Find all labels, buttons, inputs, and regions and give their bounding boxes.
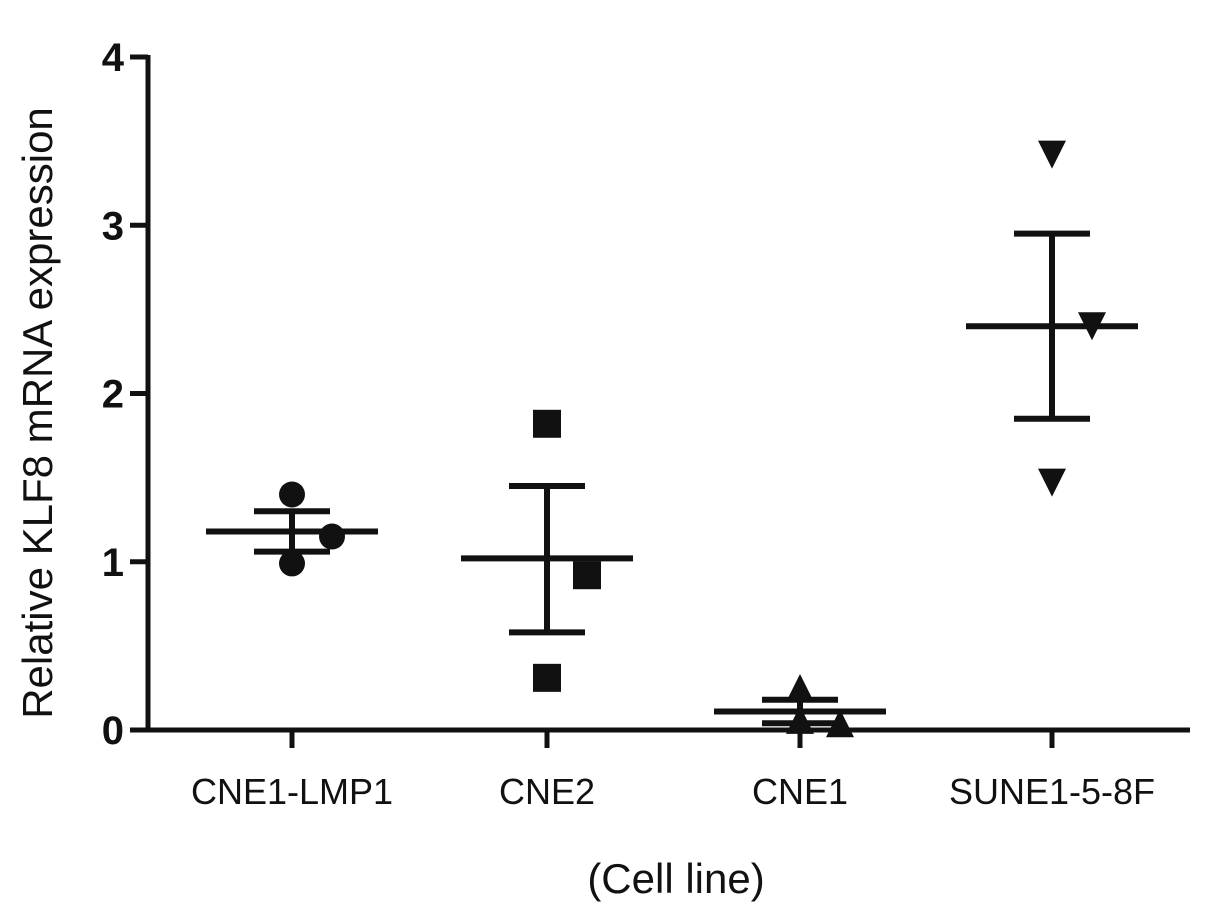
x-axis-title: (Cell line) — [587, 855, 764, 902]
data-point — [786, 705, 814, 734]
data-point — [826, 709, 854, 738]
group-cne1 — [714, 673, 886, 738]
y-tick-label: 2 — [102, 373, 124, 417]
y-axis: 0 1 2 3 4 — [102, 36, 151, 753]
x-tick-label: CNE1 — [752, 771, 848, 812]
data-point — [279, 550, 305, 577]
data-point — [786, 673, 814, 702]
data-point — [279, 481, 305, 508]
y-tick-label: 0 — [102, 709, 124, 753]
group-cne1-lmp1 — [206, 481, 378, 577]
y-tick-label: 4 — [102, 36, 125, 80]
y-axis-title: Relative KLF8 mRNA expression — [14, 107, 61, 719]
data-point — [573, 561, 601, 590]
data-point — [1038, 468, 1066, 497]
data-point — [1038, 140, 1066, 169]
data-point — [533, 409, 561, 438]
data-point — [533, 663, 561, 692]
group-sune1-5-8f — [966, 140, 1138, 497]
y-tick-label: 1 — [102, 541, 124, 585]
group-cne2 — [461, 409, 633, 692]
data-point — [1078, 312, 1106, 341]
x-tick-label: CNE1-LMP1 — [191, 771, 393, 812]
data-point — [319, 523, 345, 550]
data-groups — [206, 140, 1138, 738]
y-tick-label: 3 — [102, 204, 124, 248]
x-axis: CNE1-LMP1 CNE2 CNE1 SUNE1-5-8F — [146, 727, 1190, 812]
x-tick-label: SUNE1-5-8F — [949, 771, 1155, 812]
x-tick-label: CNE2 — [499, 771, 595, 812]
